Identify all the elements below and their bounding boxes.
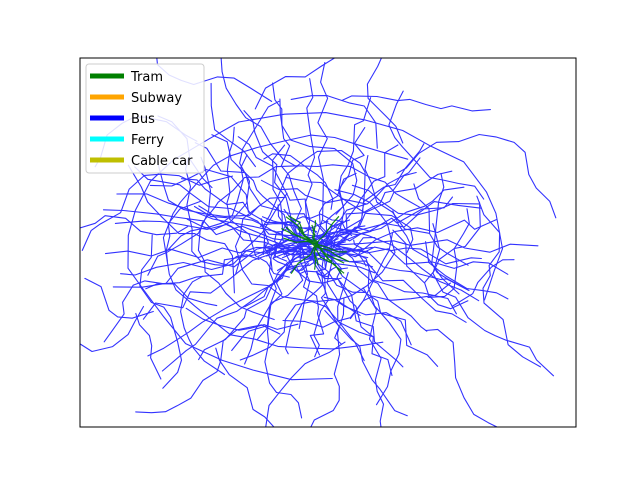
bus-route: [156, 160, 260, 217]
bus-route: [476, 195, 542, 368]
bus-route: [281, 221, 317, 234]
bus-route: [324, 309, 408, 417]
bus-route: [81, 173, 234, 251]
bus-route: [432, 223, 555, 377]
bus-route: [194, 142, 329, 245]
bus-route: [323, 157, 421, 269]
tram-route-lines: [281, 215, 349, 275]
bus-route: [254, 58, 336, 110]
legend-label-tram: Tram: [130, 70, 163, 85]
bus-route: [296, 255, 376, 274]
bus-route: [425, 241, 509, 300]
bus-route: [80, 215, 189, 236]
bus-route: [259, 223, 292, 227]
bus-route: [282, 282, 451, 328]
bus-route: [239, 301, 374, 361]
bus-route: [272, 213, 353, 278]
bus-route: [104, 246, 308, 259]
bus-route: [226, 126, 290, 278]
bus-route: [139, 234, 183, 389]
bus-route: [323, 235, 428, 332]
bus-route: [366, 58, 404, 144]
bus-route: [197, 164, 422, 321]
bus-route: [265, 341, 346, 427]
bus-route: [310, 298, 345, 427]
bus-route: [215, 347, 275, 427]
bus-route: [272, 82, 358, 215]
bus-route: [135, 324, 281, 414]
bus-route: [328, 97, 372, 245]
bus-route: [162, 134, 409, 350]
bus-route: [285, 176, 414, 254]
bus-route: [392, 210, 460, 295]
bus-route: [353, 239, 367, 267]
legend-entry-ferry: Ferry: [90, 133, 164, 148]
bus-route: [362, 287, 385, 427]
bus-route: [102, 209, 313, 244]
bus-route: [185, 307, 299, 331]
bus-route: [180, 275, 226, 376]
bus-route: [165, 200, 201, 262]
bus-route: [425, 328, 499, 427]
bus-route: [367, 267, 402, 406]
bus-route: [364, 154, 430, 234]
bus-route: [396, 133, 557, 219]
plot-frame: [79, 57, 577, 428]
bus-route: [351, 184, 482, 216]
bus-route: [263, 153, 334, 210]
bus-route: [103, 280, 218, 343]
bus-route: [392, 229, 469, 310]
bus-route: [243, 110, 301, 244]
bus-route: [231, 251, 327, 352]
bus-route: [273, 244, 306, 255]
legend-box: [85, 63, 205, 174]
bus-route: [342, 95, 491, 112]
bus-route: [286, 250, 351, 271]
bus-route: [84, 277, 154, 319]
bus-route: [220, 58, 298, 168]
legend: Tram Subway Bus Ferry Cable car: [85, 63, 205, 174]
legend-label-cable-car: Cable car: [131, 154, 193, 169]
legend-label-bus: Bus: [131, 112, 155, 127]
bus-route: [210, 82, 256, 168]
tram-route: [311, 220, 319, 270]
bus-route: [127, 164, 235, 294]
legend-label-ferry: Ferry: [131, 133, 164, 148]
bus-route: [413, 183, 469, 266]
legend-entry-subway: Subway: [90, 91, 182, 106]
tram-route: [283, 237, 347, 253]
legend-entry-bus: Bus: [90, 112, 155, 127]
bus-route: [264, 305, 303, 419]
legend-label-subway: Subway: [131, 91, 182, 106]
bus-route: [263, 240, 288, 262]
bus-route: [285, 253, 329, 355]
bus-route: [116, 193, 318, 245]
legend-entry-cable-car: Cable car: [90, 154, 193, 169]
bus-route: [328, 236, 376, 257]
bus-route: [135, 312, 162, 380]
bus-route: [186, 100, 280, 231]
tram-route: [290, 215, 340, 275]
bus-route: [147, 156, 212, 276]
bus-route: [193, 205, 366, 293]
bus-route: [149, 168, 249, 213]
bus-route-lines: [80, 58, 557, 427]
bus-route: [317, 266, 349, 278]
bus-route: [211, 134, 316, 252]
bus-route: [260, 179, 368, 205]
bus-route: [127, 112, 504, 381]
bus-route: [277, 204, 373, 252]
bus-route: [234, 189, 396, 302]
bus-route: [244, 238, 339, 308]
bus-route: [80, 305, 145, 353]
bus-route: [451, 259, 515, 307]
bus-route: [114, 220, 307, 246]
bus-route: [431, 172, 469, 291]
bus-route: [427, 208, 470, 298]
legend-entry-tram: Tram: [90, 70, 163, 85]
